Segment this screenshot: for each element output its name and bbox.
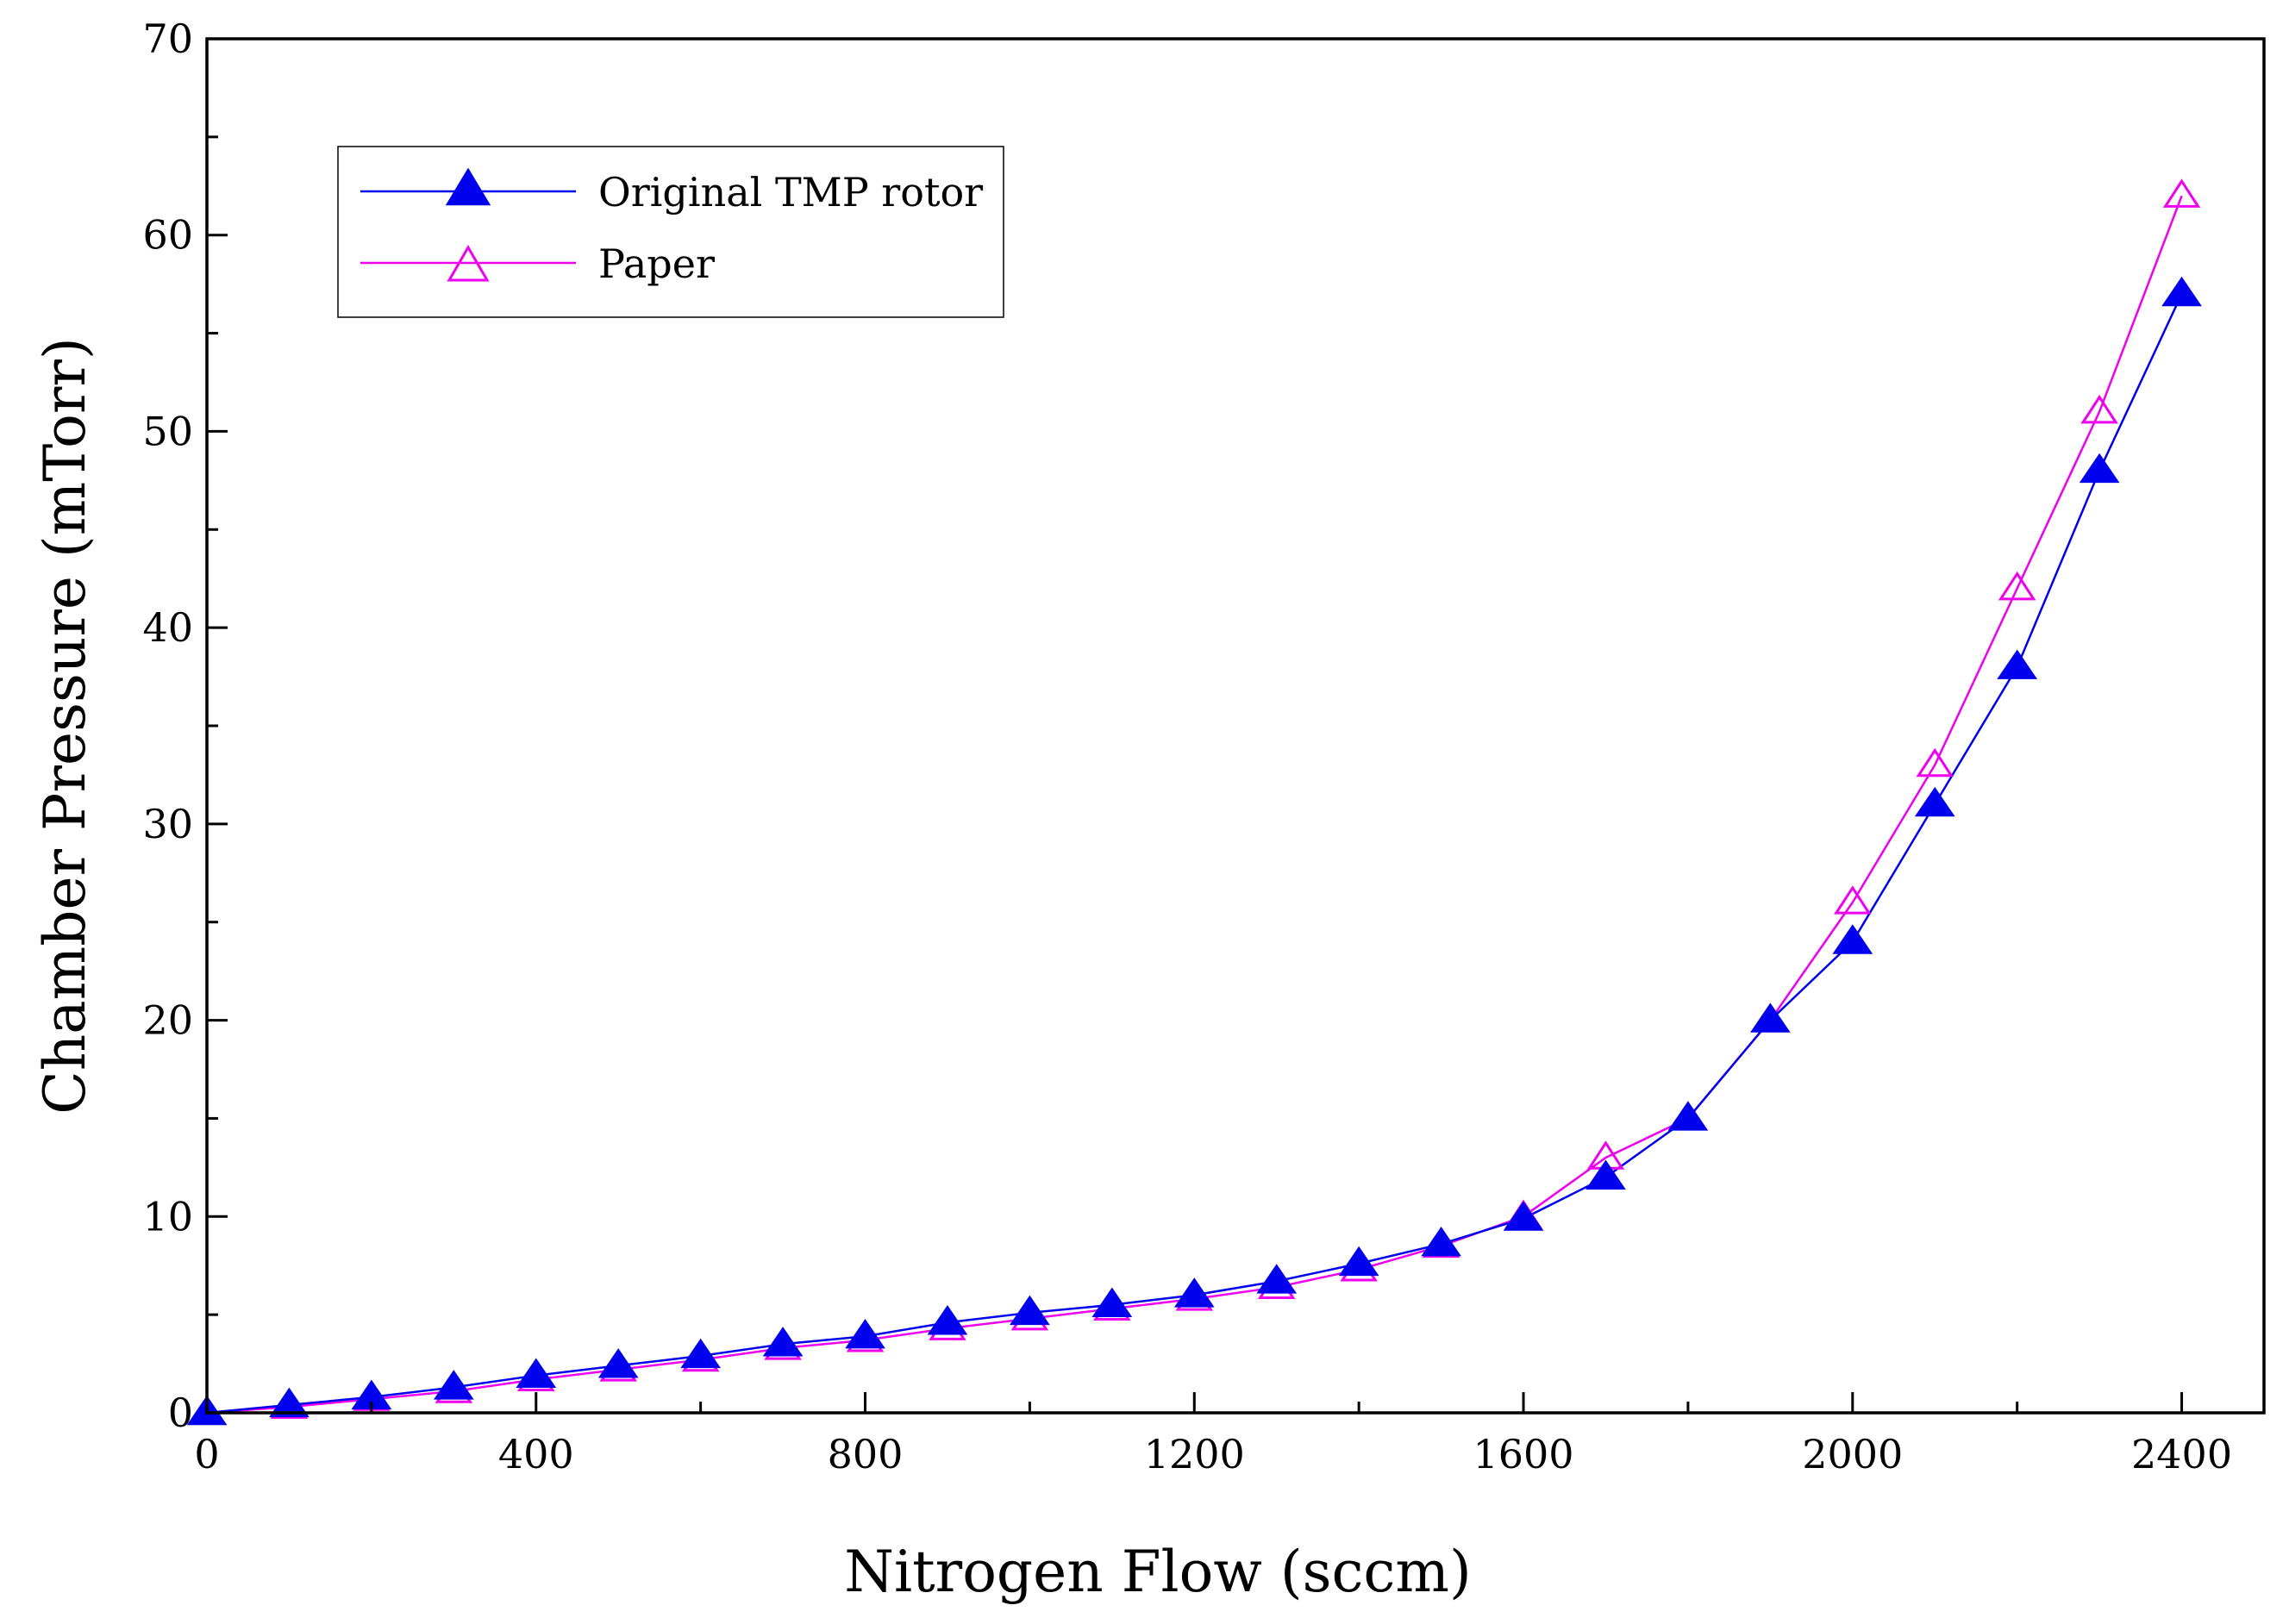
x-tick-label: 1200: [1144, 1431, 1245, 1477]
legend-label-original-tmp-rotor: Original TMP rotor: [598, 169, 983, 215]
data-point-original-tmp-rotor: [433, 1370, 474, 1400]
data-point-original-tmp-rotor: [1914, 786, 1955, 817]
series-lines-layer: [206, 195, 2183, 1415]
legend: Original TMP rotor Paper: [337, 146, 1004, 318]
legend-marker-paper: [447, 245, 490, 282]
x-tick-label: 800: [828, 1431, 904, 1477]
data-point-original-tmp-rotor: [1667, 1101, 1709, 1131]
y-tick-label: 10: [142, 1193, 193, 1240]
data-point-paper: [1998, 571, 2036, 601]
data-point-paper: [1916, 747, 1954, 778]
data-point-original-tmp-rotor: [269, 1387, 310, 1418]
legend-label-paper: Paper: [598, 240, 715, 287]
data-point-original-tmp-rotor: [1256, 1264, 1298, 1294]
data-point-original-tmp-rotor: [1832, 924, 1873, 954]
legend-box: [337, 146, 1004, 318]
data-point-paper: [1834, 885, 1872, 915]
data-point-original-tmp-rotor: [1503, 1201, 1544, 1231]
data-point-original-tmp-rotor: [1421, 1226, 1461, 1257]
x-tick-label: 1600: [1473, 1431, 1574, 1477]
data-point-original-tmp-rotor: [1173, 1277, 1215, 1308]
legend-marker-original-tmp-rotor: [445, 167, 491, 206]
x-tick-label: 0: [194, 1431, 219, 1477]
data-point-original-tmp-rotor: [845, 1318, 885, 1349]
x-axis-ticks: 0 400 800 1200 1600 2000 2400: [194, 1392, 2232, 1477]
data-point-original-tmp-rotor: [1091, 1287, 1133, 1317]
data-point-original-tmp-rotor: [1997, 649, 2038, 679]
y-tick-label: 60: [142, 212, 193, 259]
data-point-original-tmp-rotor: [762, 1327, 804, 1357]
data-point-original-tmp-rotor: [516, 1358, 557, 1388]
data-point-original-tmp-rotor: [680, 1338, 721, 1369]
y-tick-label: 70: [142, 16, 193, 62]
series-markers-layer: [186, 178, 2202, 1426]
y-axis-title: Chamber Pressure (mTorr): [32, 337, 98, 1114]
data-point-original-tmp-rotor: [927, 1305, 968, 1335]
x-tick-label: 2000: [1802, 1431, 1903, 1477]
data-point-original-tmp-rotor: [1585, 1159, 1626, 1190]
y-tick-label: 50: [142, 408, 193, 454]
data-point-original-tmp-rotor: [1750, 1003, 1791, 1033]
y-tick-label: 0: [168, 1390, 193, 1436]
data-point-original-tmp-rotor: [597, 1348, 639, 1378]
data-point-original-tmp-rotor: [1338, 1246, 1379, 1277]
data-point-original-tmp-rotor: [2079, 453, 2120, 484]
x-tick-label: 400: [498, 1431, 574, 1477]
data-point-paper: [2162, 178, 2201, 208]
x-axis-title: Nitrogen Flow (sccm): [844, 1539, 1471, 1605]
y-axis-ticks: 0 10 20 30 40 50 60 70: [142, 16, 228, 1436]
data-point-original-tmp-rotor: [1010, 1295, 1050, 1326]
series-line-original-tmp-rotor: [206, 293, 2183, 1415]
x-tick-label: 2400: [2131, 1431, 2232, 1477]
y-tick-label: 20: [142, 997, 193, 1044]
y-tick-label: 30: [142, 801, 193, 847]
data-point-paper: [2080, 394, 2118, 424]
series-line-paper: [206, 195, 2183, 1415]
y-tick-label: 40: [142, 604, 193, 651]
data-point-original-tmp-rotor: [2161, 276, 2202, 307]
